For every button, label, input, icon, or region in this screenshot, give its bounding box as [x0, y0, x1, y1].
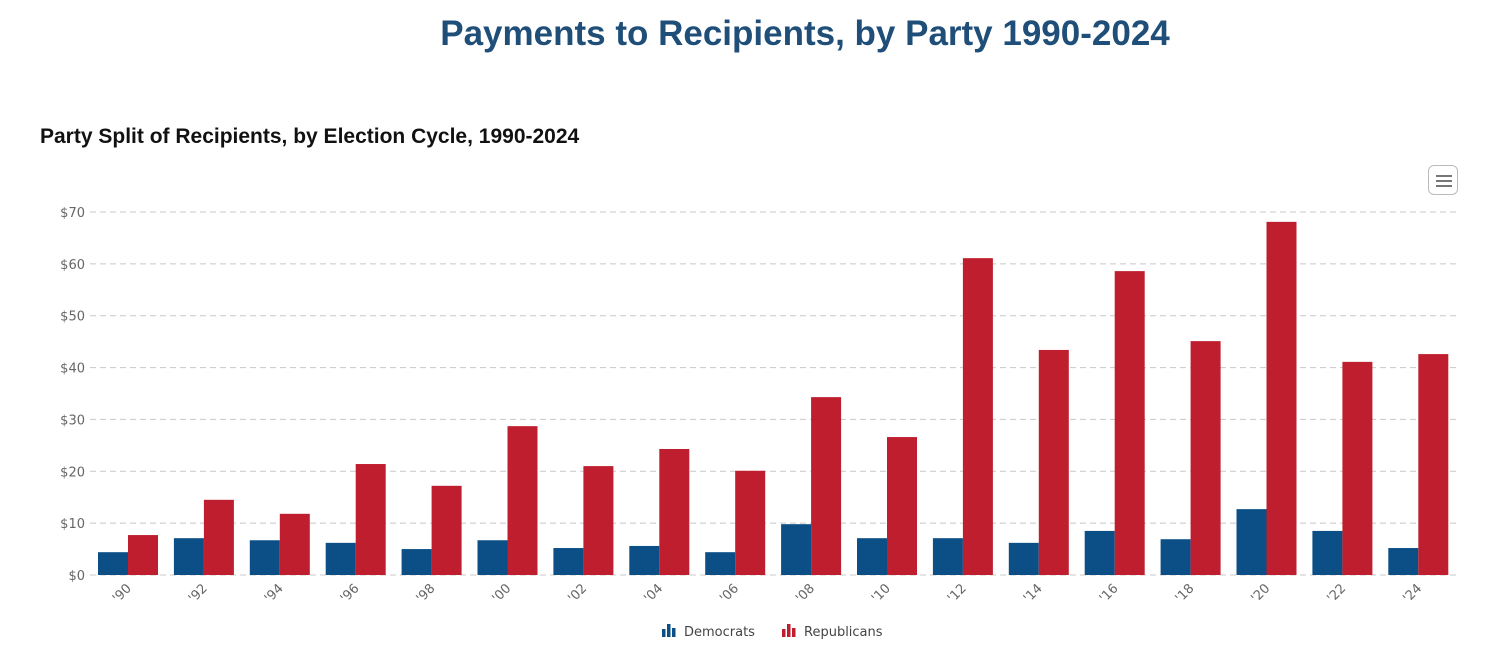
legend-democrats-label[interactable]: Democrats	[684, 625, 755, 640]
bar-democrats-00[interactable]	[477, 540, 508, 575]
bar-democrats-06[interactable]	[705, 552, 736, 575]
legend-republicans-icon[interactable]	[787, 624, 791, 637]
x-tick-label: '90	[110, 581, 135, 606]
x-tick-label: '12	[945, 581, 970, 606]
y-tick-label: $30	[60, 413, 85, 428]
y-tick-label: $10	[60, 517, 85, 532]
bar-republicans-24[interactable]	[1418, 354, 1449, 575]
bar-republicans-08[interactable]	[811, 397, 842, 575]
bar-republicans-20[interactable]	[1266, 221, 1297, 576]
hamburger-line	[1436, 185, 1452, 187]
x-tick-label: '14	[1021, 581, 1046, 606]
y-tick-label: $0	[68, 569, 85, 584]
bar-democrats-90[interactable]	[98, 552, 128, 575]
bar-republicans-12[interactable]	[962, 258, 993, 575]
bar-democrats-18[interactable]	[1160, 539, 1191, 575]
hamburger-line	[1436, 180, 1452, 182]
x-tick-label: '22	[1324, 581, 1349, 606]
bar-democrats-12[interactable]	[932, 538, 963, 575]
bar-democrats-94[interactable]	[249, 540, 280, 575]
page-title: Payments to Recipients, by Party 1990-20…	[440, 14, 1170, 53]
x-tick-label: '06	[717, 581, 742, 606]
bar-democrats-02[interactable]	[553, 548, 584, 575]
bar-republicans-00[interactable]	[507, 426, 538, 575]
x-tick-label: '02	[565, 581, 590, 606]
bar-democrats-92[interactable]	[173, 538, 204, 575]
bar-republicans-98[interactable]	[431, 485, 462, 575]
bar-democrats-04[interactable]	[629, 545, 660, 575]
x-tick-label: '10	[869, 581, 894, 606]
bar-republicans-10[interactable]	[887, 437, 917, 575]
y-tick-label: $20	[60, 465, 85, 480]
x-tick-label: '08	[793, 581, 818, 606]
x-tick-label: '92	[186, 581, 211, 606]
legend-democrats-icon[interactable]	[662, 629, 666, 637]
bar-democrats-20[interactable]	[1236, 509, 1267, 575]
legend-democrats-icon[interactable]	[667, 624, 671, 637]
bar-republicans-14[interactable]	[1038, 349, 1069, 575]
x-tick-label: '94	[262, 581, 287, 606]
bar-democrats-16[interactable]	[1084, 530, 1115, 575]
chart-title: Party Split of Recipients, by Election C…	[40, 125, 580, 148]
legend-republicans-icon[interactable]	[792, 628, 796, 637]
y-tick-label: $70	[60, 206, 85, 221]
bar-republicans-02[interactable]	[583, 466, 614, 575]
x-tick-label: '16	[1097, 581, 1122, 606]
y-tick-label: $40	[60, 362, 85, 377]
bar-republicans-96[interactable]	[355, 464, 386, 575]
chart-menu-button[interactable]	[1428, 165, 1458, 195]
bar-democrats-24[interactable]	[1388, 548, 1419, 575]
bar-republicans-22[interactable]	[1342, 361, 1373, 575]
bar-republicans-92[interactable]	[203, 499, 234, 575]
bar-republicans-06[interactable]	[735, 470, 766, 575]
y-tick-label: $50	[60, 310, 85, 325]
bar-democrats-22[interactable]	[1312, 530, 1343, 575]
x-tick-label: '00	[489, 581, 514, 606]
bar-democrats-14[interactable]	[1008, 542, 1039, 575]
legend-republicans-icon[interactable]	[782, 629, 786, 637]
x-tick-label: '20	[1248, 581, 1273, 606]
legend-republicans-label[interactable]: Republicans	[804, 625, 883, 640]
bar-republicans-94[interactable]	[279, 513, 310, 575]
x-tick-label: '24	[1400, 581, 1425, 606]
bar-democrats-10[interactable]	[857, 538, 887, 575]
x-tick-label: '04	[641, 581, 666, 606]
x-tick-label: '18	[1173, 581, 1198, 606]
bar-republicans-18[interactable]	[1190, 341, 1221, 575]
legend-democrats-icon[interactable]	[672, 628, 676, 637]
bar-democrats-96[interactable]	[325, 542, 356, 575]
x-tick-label: '98	[414, 581, 439, 606]
hamburger-menu-icon	[1436, 175, 1452, 177]
x-tick-label: '96	[338, 581, 363, 606]
bar-republicans-90[interactable]	[128, 535, 158, 575]
bar-republicans-04[interactable]	[659, 448, 690, 575]
bar-republicans-16[interactable]	[1114, 271, 1145, 575]
bar-democrats-08[interactable]	[781, 524, 812, 575]
bar-democrats-98[interactable]	[401, 549, 432, 575]
y-tick-label: $60	[60, 258, 85, 273]
